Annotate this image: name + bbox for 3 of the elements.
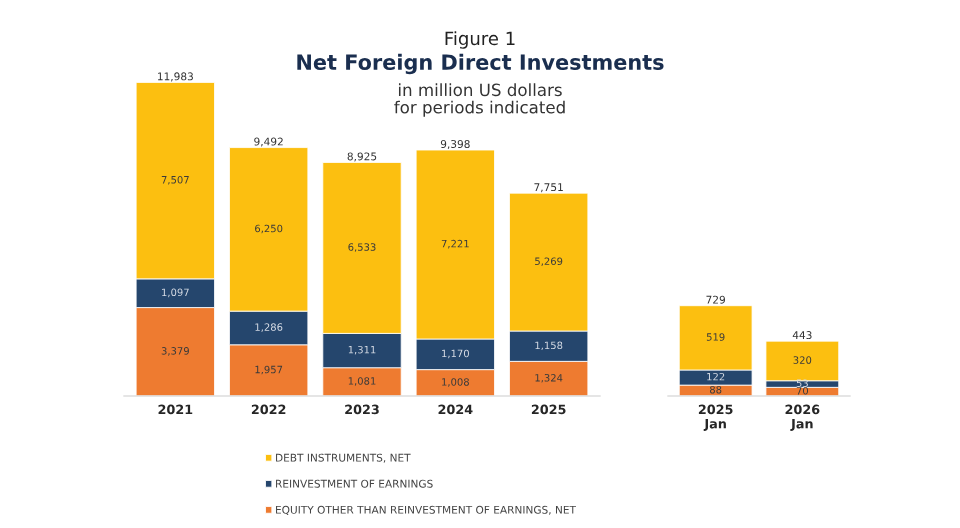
bar: [765, 340, 840, 382]
text: in million US dollars for periods indicated: [394, 83, 565, 117]
chart-title: Figure 1 Net Foreign Direct Investments: [297, 31, 664, 75]
